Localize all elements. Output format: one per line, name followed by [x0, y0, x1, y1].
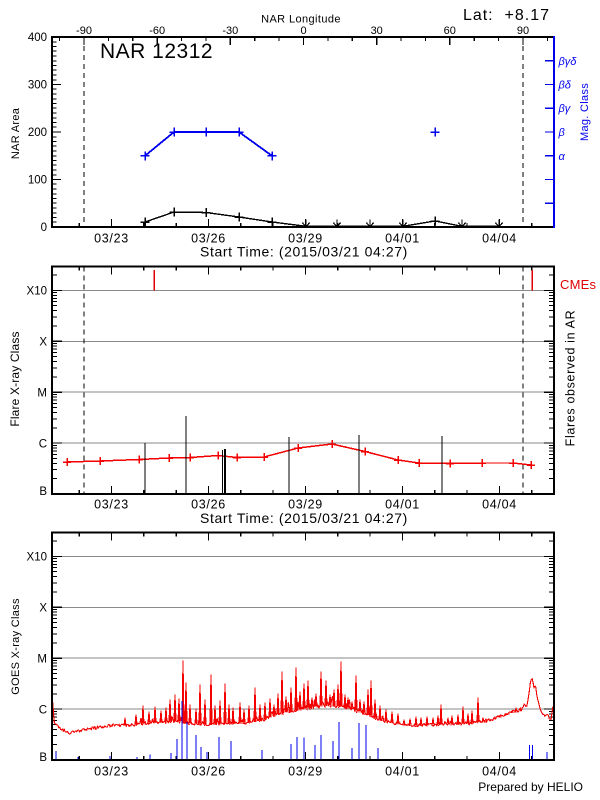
svg-text:03/29: 03/29: [288, 765, 323, 779]
svg-text:C: C: [39, 438, 47, 450]
svg-text:GOES X-ray Class: GOES X-ray Class: [10, 598, 22, 695]
svg-text:B: B: [39, 752, 47, 764]
svg-text:NAR Longitude: NAR Longitude: [261, 14, 341, 26]
svg-text:Start Time: (2015/03/21 04:27): Start Time: (2015/03/21 04:27): [200, 244, 408, 260]
svg-text:04/04: 04/04: [482, 232, 517, 246]
svg-text:100: 100: [28, 175, 47, 187]
svg-text:400: 400: [28, 32, 47, 44]
svg-text:α: α: [559, 151, 566, 163]
svg-text:CMEs: CMEs: [560, 277, 596, 292]
svg-text:X10: X10: [27, 286, 47, 298]
svg-text:03/29: 03/29: [288, 498, 323, 512]
svg-text:X: X: [39, 337, 47, 349]
svg-text:NAR Area: NAR Area: [10, 107, 22, 159]
svg-text:60: 60: [444, 25, 456, 37]
svg-text:Lat: +8.17: Lat: +8.17: [463, 7, 550, 24]
svg-text:X10: X10: [27, 552, 47, 564]
svg-text:0: 0: [300, 25, 306, 37]
svg-text:Flares observed in AR: Flares observed in AR: [564, 310, 578, 447]
svg-text:30: 30: [371, 25, 383, 37]
svg-text:-60: -60: [149, 25, 165, 37]
svg-text:C: C: [39, 704, 47, 716]
svg-text:04/04: 04/04: [482, 765, 517, 779]
svg-text:90: 90: [517, 25, 529, 37]
svg-text:Flare X-ray Class: Flare X-ray Class: [8, 331, 22, 426]
svg-text:04/01: 04/01: [385, 232, 420, 246]
svg-text:Mag. Class: Mag. Class: [579, 83, 591, 141]
svg-text:0: 0: [41, 222, 47, 234]
svg-text:M: M: [37, 653, 47, 665]
svg-text:βγδ: βγδ: [558, 56, 578, 68]
svg-text:βγ: βγ: [558, 103, 572, 115]
svg-text:Prepared by HELIO: Prepared by HELIO: [478, 780, 583, 794]
svg-text:β: β: [558, 127, 566, 139]
svg-text:03/23: 03/23: [94, 765, 129, 779]
svg-text:03/26: 03/26: [191, 232, 226, 246]
svg-text:-30: -30: [222, 25, 238, 37]
svg-text:04/04: 04/04: [482, 498, 517, 512]
svg-text:03/23: 03/23: [94, 498, 129, 512]
svg-text:04/01: 04/01: [385, 498, 420, 512]
svg-text:03/23: 03/23: [94, 232, 129, 246]
svg-text:03/26: 03/26: [191, 765, 226, 779]
svg-text:βδ: βδ: [558, 80, 572, 92]
svg-text:200: 200: [28, 127, 47, 139]
svg-text:300: 300: [28, 80, 47, 92]
svg-text:03/29: 03/29: [288, 232, 323, 246]
svg-text:-90: -90: [76, 25, 92, 37]
svg-text:03/26: 03/26: [191, 498, 226, 512]
svg-text:X: X: [39, 603, 47, 615]
svg-text:B: B: [39, 486, 47, 498]
svg-text:Start Time: (2015/03/21 04:27): Start Time: (2015/03/21 04:27): [200, 510, 408, 526]
svg-text:M: M: [37, 387, 47, 399]
svg-text:NAR 12312: NAR 12312: [100, 40, 213, 63]
svg-text:04/01: 04/01: [385, 765, 420, 779]
